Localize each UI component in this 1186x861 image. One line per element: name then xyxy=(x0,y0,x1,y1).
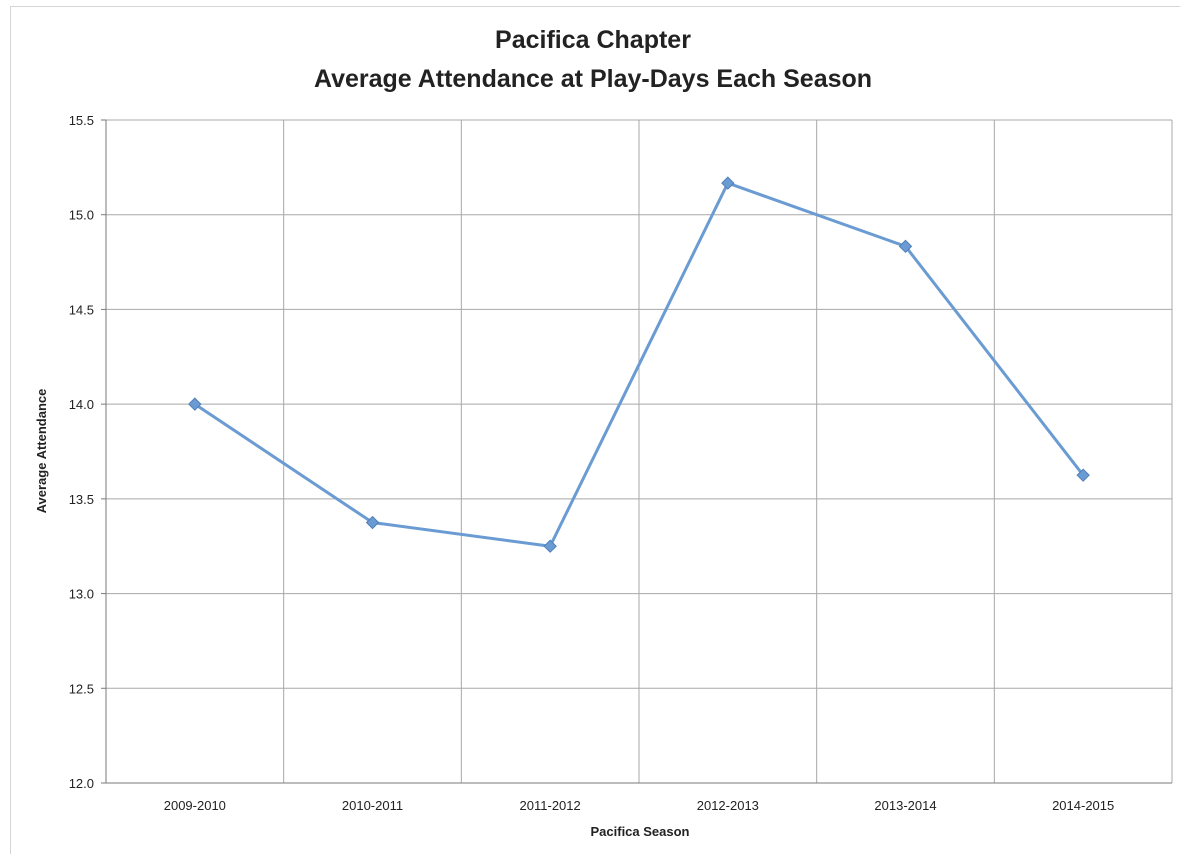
x-tick-label: 2013-2014 xyxy=(874,798,936,813)
y-axis-ticks: 12.0 12.5 13.0 13.5 14.0 14.5 15.0 15.5 xyxy=(69,113,106,791)
y-tick-label: 13.5 xyxy=(69,492,94,507)
y-tick-label: 15.0 xyxy=(69,208,94,223)
chart-subtitle: Average Attendance at Play-Days Each Sea… xyxy=(313,65,873,93)
chart-frame xyxy=(10,6,1180,854)
gridlines xyxy=(105,119,1173,784)
y-axis-label: Average Attendance xyxy=(34,389,49,514)
y-tick-label: 15.5 xyxy=(69,113,94,128)
x-tick-label: 2012-2013 xyxy=(697,798,759,813)
series-layer xyxy=(188,176,1090,553)
chart-title: Pacifica Chapter xyxy=(495,26,691,54)
x-tick-label: 2010-2011 xyxy=(342,798,403,813)
x-axis-label: Pacifica Season xyxy=(591,824,690,839)
x-axis-ticks: 2009-2010 2010-2011 2011-2012 2012-2013 2013… xyxy=(164,798,1115,813)
y-tick-label: 14.0 xyxy=(69,397,94,412)
x-tick-label: 2009-2010 xyxy=(164,798,226,813)
x-tick-label: 2014-2015 xyxy=(1052,798,1114,813)
y-tick-label: 12.5 xyxy=(69,681,94,696)
y-tick-label: 12.0 xyxy=(69,776,94,791)
data-point-marker xyxy=(365,515,380,530)
data-point-marker xyxy=(721,176,735,190)
data-point-marker xyxy=(1076,468,1090,482)
data-point-marker xyxy=(188,397,202,411)
series-line xyxy=(194,181,1085,548)
y-tick-label: 13.0 xyxy=(69,587,94,602)
x-tick-label: 2011-2012 xyxy=(520,798,581,813)
y-tick-label: 14.5 xyxy=(69,302,94,317)
data-point-marker xyxy=(543,539,557,553)
data-point-marker xyxy=(898,239,913,254)
